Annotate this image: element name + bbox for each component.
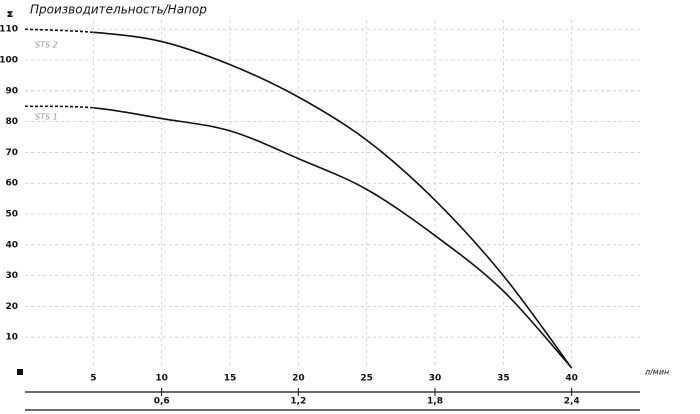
y-tick-label: 10 <box>5 333 18 343</box>
y-tick-label: 40 <box>5 240 18 250</box>
y-tick-label: 60 <box>5 179 18 189</box>
curve <box>93 31 573 369</box>
y-tick-label: 80 <box>5 117 18 127</box>
series-label: STS 1 <box>35 113 58 122</box>
x-tick-label: 15 <box>224 374 237 384</box>
series-label: STS 2 <box>35 41 58 50</box>
x-tick-label: 40 <box>565 374 578 384</box>
curve-dashed <box>24 105 94 109</box>
x2-tick-label: 2,4 <box>564 397 580 407</box>
y-tick-label: 100 <box>0 56 18 66</box>
x-tick-label: 25 <box>360 374 373 384</box>
origin-marker <box>17 369 23 375</box>
x2-tick-label: 1,8 <box>427 397 443 407</box>
y-tick-label: 90 <box>5 86 18 96</box>
curve <box>93 106 573 369</box>
y-tick-label: 30 <box>5 271 18 281</box>
x2-tick-label: 0,6 <box>154 397 170 407</box>
curve-dashed <box>24 28 94 34</box>
x-tick-label: 35 <box>497 374 510 384</box>
x-tick-label: 20 <box>292 374 305 384</box>
x-tick-label: 5 <box>90 374 96 384</box>
y-tick-label: 70 <box>5 148 18 158</box>
chart-title: Производительность/Напор <box>30 3 207 17</box>
y-axis-label: м <box>6 10 16 17</box>
x2-tick-label: 1,2 <box>290 397 306 407</box>
y-tick-label: 110 <box>0 25 18 35</box>
x-tick-label: 30 <box>429 374 442 384</box>
y-tick-label: 20 <box>5 302 18 312</box>
x-tick-label: 10 <box>155 374 168 384</box>
y-tick-label: 50 <box>5 210 18 220</box>
x-axis-label: л/мин <box>644 368 669 377</box>
